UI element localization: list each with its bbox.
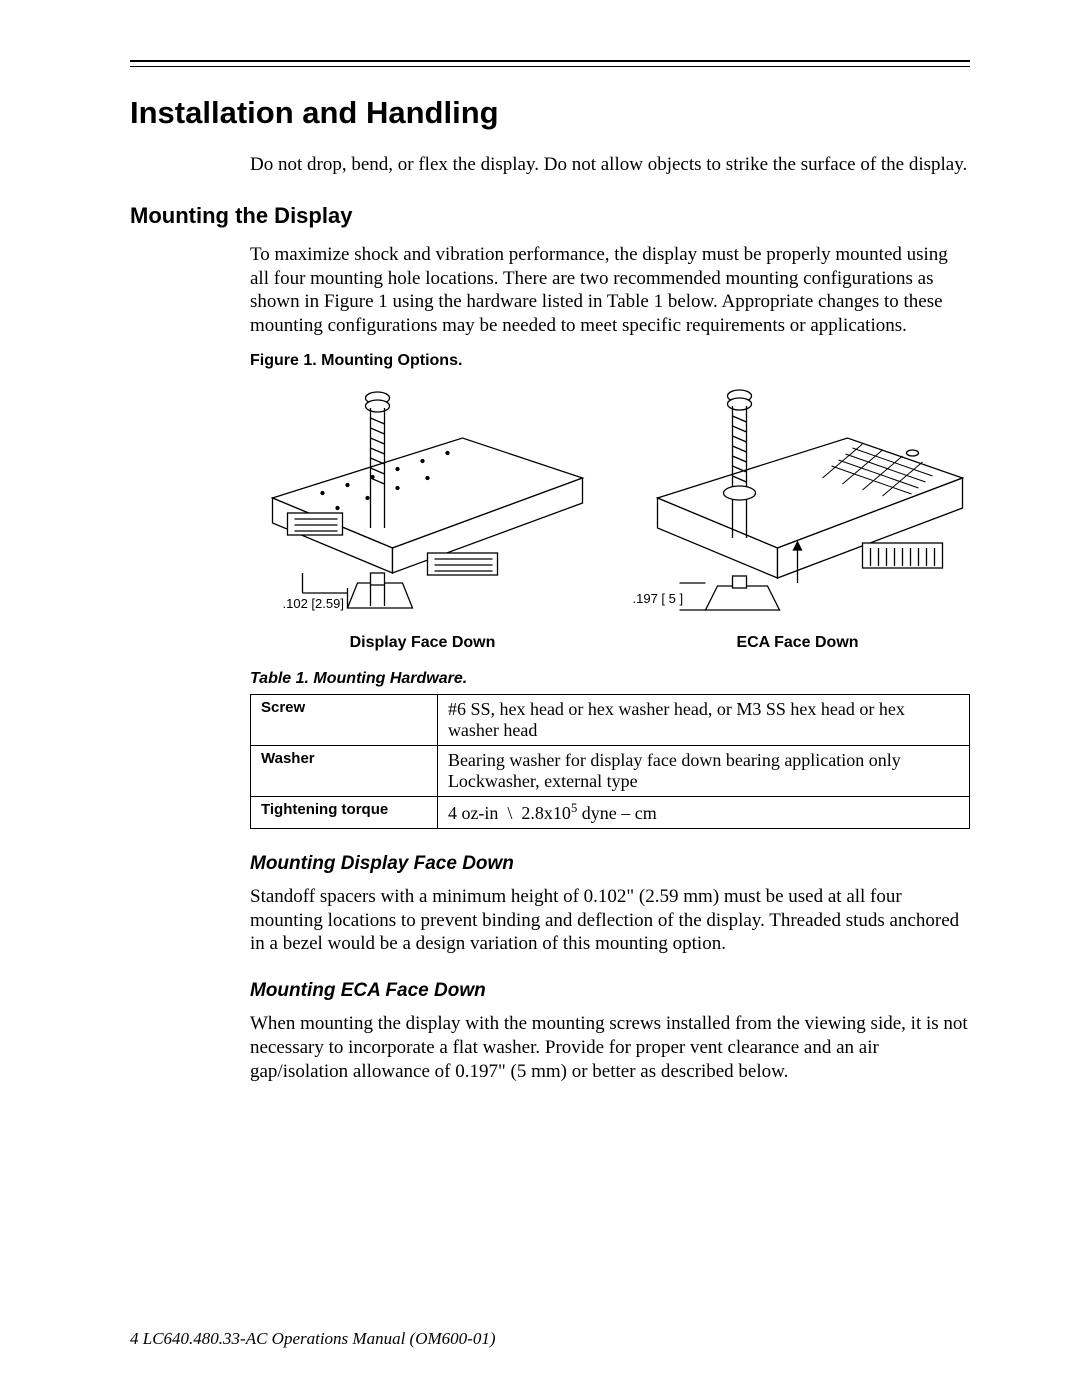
- figure-right-dim: .197 [ 5 ]: [633, 591, 684, 606]
- table-caption: Table 1. Mounting Hardware.: [250, 670, 970, 688]
- top-rule: [130, 60, 970, 67]
- table-key: Tightening torque: [251, 796, 438, 828]
- page-title: Installation and Handling: [130, 95, 970, 131]
- mounting-hardware-table: Screw #6 SS, hex head or hex washer head…: [250, 694, 970, 829]
- figure-left-dim: .102 [2.59]: [283, 596, 344, 611]
- table-row: Tightening torque 4 oz-in \ 2.8x105 dyne…: [251, 796, 970, 828]
- table-key: Screw: [251, 694, 438, 745]
- sub1-heading: Mounting Display Face Down: [250, 853, 970, 875]
- sub1-text: Standoff spacers with a minimum height o…: [250, 885, 970, 956]
- mounting-diagram-right: .197 [ 5 ]: [625, 378, 970, 628]
- intro-text: Do not drop, bend, or flex the display. …: [250, 153, 970, 177]
- table-key: Washer: [251, 745, 438, 796]
- manual-page: Installation and Handling Do not drop, b…: [0, 0, 1080, 1397]
- figure-left-label: Display Face Down: [350, 634, 496, 652]
- table-value: #6 SS, hex head or hex washer head, or M…: [437, 694, 969, 745]
- figure-right: .197 [ 5 ] ECA Face Down: [625, 378, 970, 652]
- figure-row: .102 [2.59] Display Face Down: [250, 378, 970, 652]
- figure-left: .102 [2.59] Display Face Down: [250, 378, 595, 652]
- intro-block: Do not drop, bend, or flex the display. …: [250, 153, 970, 177]
- table-row: Screw #6 SS, hex head or hex washer head…: [251, 694, 970, 745]
- mounting-block: To maximize shock and vibration performa…: [250, 243, 970, 1084]
- mounting-text: To maximize shock and vibration performa…: [250, 243, 970, 338]
- mounting-diagram-left: .102 [2.59]: [250, 378, 595, 628]
- page-footer: 4 LC640.480.33-AC Operations Manual (OM6…: [130, 1329, 495, 1349]
- table-value: Bearing washer for display face down bea…: [437, 745, 969, 796]
- figure-right-label: ECA Face Down: [736, 634, 858, 652]
- figure-caption: Figure 1. Mounting Options.: [250, 352, 970, 370]
- table-value: 4 oz-in \ 2.8x105 dyne – cm: [437, 796, 969, 828]
- sub2-heading: Mounting ECA Face Down: [250, 980, 970, 1002]
- mounting-heading: Mounting the Display: [130, 203, 970, 229]
- sub2-text: When mounting the display with the mount…: [250, 1012, 970, 1083]
- table-row: Washer Bearing washer for display face d…: [251, 745, 970, 796]
